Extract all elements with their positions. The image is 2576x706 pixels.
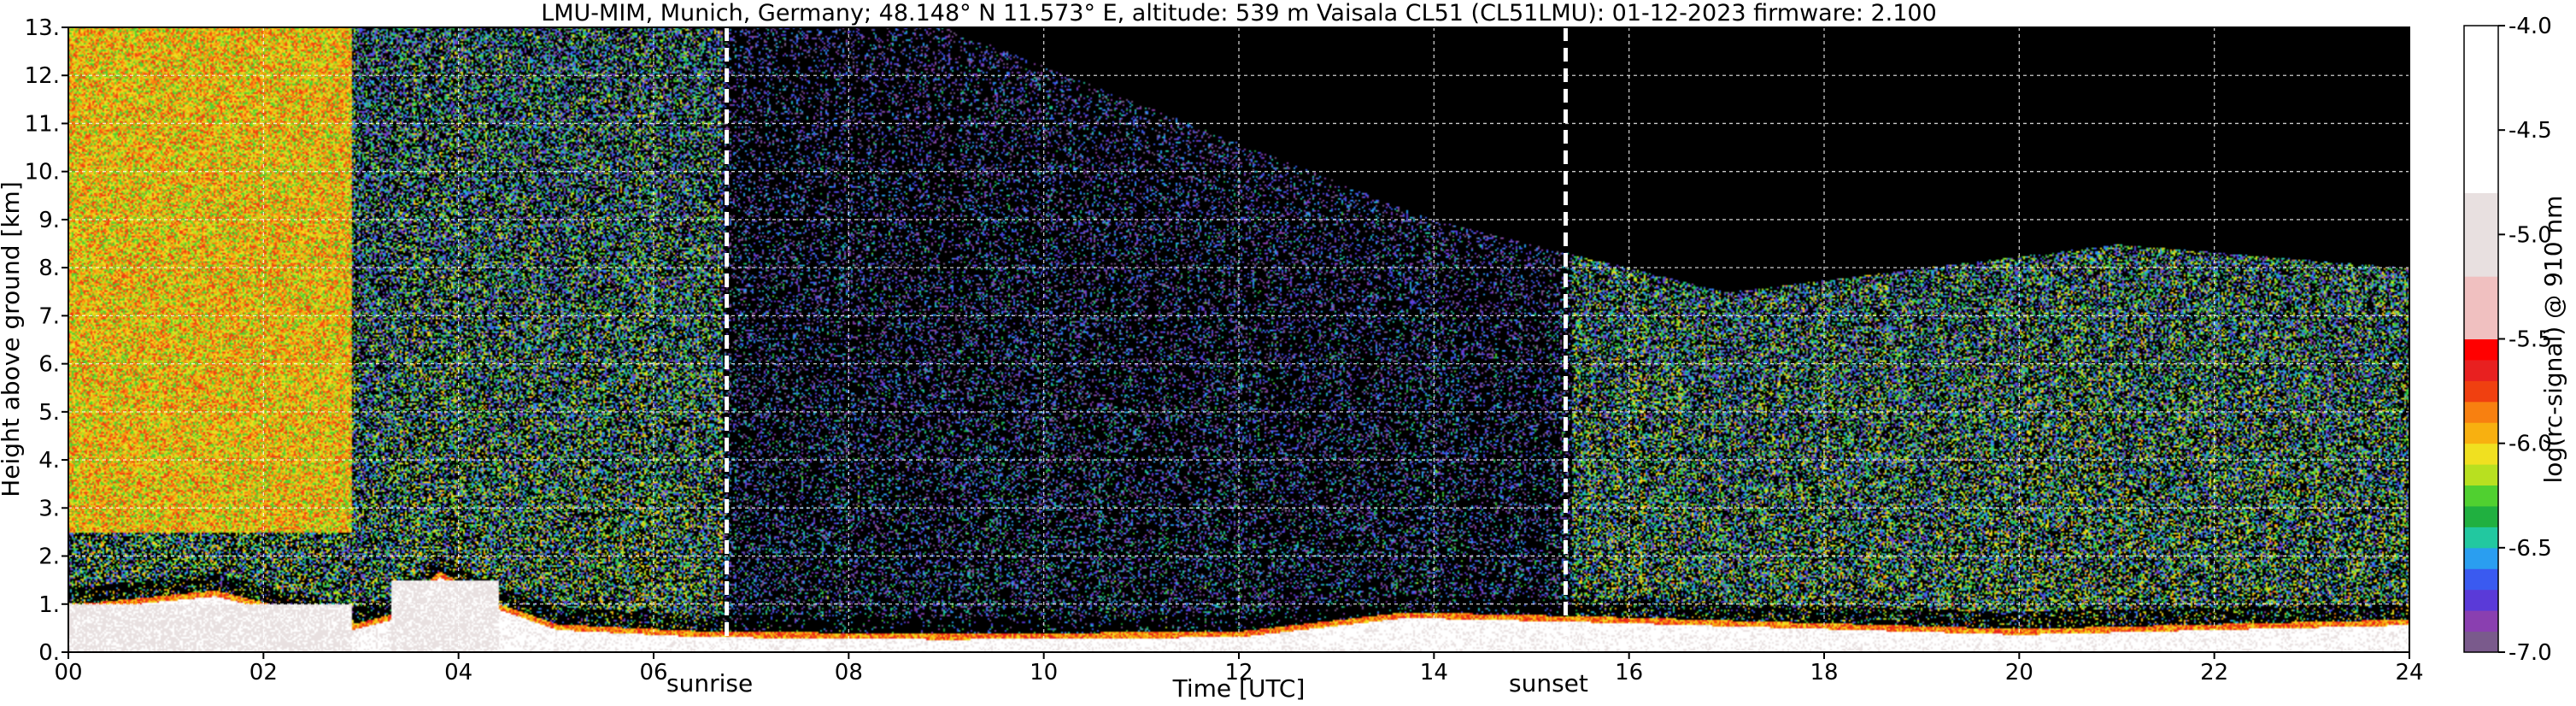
colorbar-tick-label: -6.0	[2509, 432, 2552, 457]
x-tick-label: 24	[2395, 660, 2423, 685]
y-tick-label: 2.	[38, 544, 60, 570]
x-tick-label: 00	[54, 660, 82, 685]
colorbar-tick-label: -4.5	[2509, 118, 2552, 144]
x-tick-label: 12	[1224, 660, 1253, 685]
colorbar-level	[2464, 547, 2498, 569]
backscatter-heatmap	[68, 27, 2409, 652]
colorbar-tick-label: -7.0	[2509, 640, 2552, 666]
y-axis-title: Height above ground [km]	[0, 181, 25, 497]
colorbar-level	[2464, 464, 2498, 486]
colorbar-level	[2464, 568, 2498, 591]
colorbar-level	[2464, 338, 2498, 361]
sun-marker-lines	[725, 27, 1568, 652]
colorbar-level	[2464, 610, 2498, 632]
colorbar-level	[2464, 527, 2498, 549]
sunset-label: sunset	[1509, 669, 1588, 697]
x-tick-label: 02	[249, 660, 278, 685]
y-tick-label: 6.	[38, 352, 60, 378]
colorbar-level	[2464, 359, 2498, 381]
x-axis-title: Time [UTC]	[1172, 674, 1306, 703]
colorbar-title: log(rc-signal) @ 910 nm	[2539, 196, 2567, 484]
colorbar-level	[2464, 192, 2498, 277]
y-tick-label: 3.	[38, 496, 60, 521]
grid-lines	[68, 27, 2409, 652]
x-tick-label: 08	[835, 660, 863, 685]
colorbar-level	[2464, 276, 2498, 339]
y-tick-label: 1.	[38, 592, 60, 618]
y-tick-label: 11.	[25, 111, 60, 137]
colorbar	[2463, 25, 2499, 653]
colorbar-tick-label: -4.0	[2509, 14, 2552, 39]
colorbar-level	[2464, 443, 2498, 465]
x-tick-label: 16	[1615, 660, 1643, 685]
x-tick-label: 20	[2005, 660, 2033, 685]
x-tick-label: 04	[444, 660, 472, 685]
y-tick-label: 5.	[38, 400, 60, 426]
x-tick-label: 10	[1030, 660, 1058, 685]
y-tick-label: 13.	[25, 15, 60, 41]
y-tick-label: 10.	[25, 160, 60, 185]
x-tick-label: 22	[2200, 660, 2228, 685]
plot-area	[67, 26, 2410, 653]
colorbar-level	[2464, 505, 2498, 527]
sunrise-label: sunrise	[666, 669, 753, 697]
colorbar-level	[2464, 401, 2498, 423]
colorbar-level	[2464, 589, 2498, 611]
x-axis-ticks: 00 02 04 06 08 10 12 14 16 18 20 22 24	[54, 652, 2424, 685]
y-tick-label: 7.	[38, 303, 60, 329]
colorbar-level	[2464, 631, 2498, 653]
y-tick-label: 4.	[38, 448, 60, 474]
colorbar-tick-label: -5.0	[2509, 222, 2552, 248]
y-tick-label: 12.	[25, 63, 60, 89]
chart-title: LMU-MIM, Munich, Germany; 48.148° N 11.5…	[541, 0, 1937, 26]
y-tick-label: 0.	[38, 640, 60, 666]
x-tick-label: 06	[639, 660, 667, 685]
y-tick-label: 8.	[38, 256, 60, 281]
colorbar-tick-label: -5.5	[2509, 327, 2552, 353]
x-tick-label: 18	[1810, 660, 1838, 685]
colorbar-level	[2464, 485, 2498, 507]
colorbar-level	[2464, 26, 2498, 193]
colorbar-level	[2464, 422, 2498, 444]
y-axis-ticks: 0. 1. 2. 3. 4. 5. 6. 7. 8. 9. 10. 11. 12. 13.	[25, 15, 68, 666]
colorbar-level	[2464, 380, 2498, 403]
x-tick-label: 14	[1420, 660, 1448, 685]
colorbar-ticks: -4.0 -4.5 -5.0 -5.5 -6.0 -6.5 -7.0	[2498, 14, 2552, 666]
y-tick-label: 9.	[38, 208, 60, 233]
colorbar-tick-label: -6.5	[2509, 536, 2552, 562]
